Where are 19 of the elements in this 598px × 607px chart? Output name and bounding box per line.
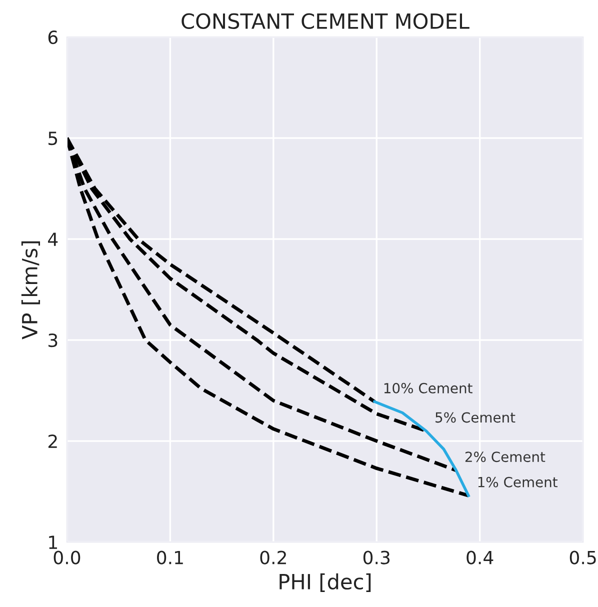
- series-label: 10% Cement: [384, 382, 472, 394]
- x-tick-label: 0.3: [363, 550, 390, 564]
- x-tick-label: 0.2: [260, 550, 286, 564]
- y-tick-label: 3: [48, 334, 58, 348]
- series-label: 2% Cement: [465, 452, 546, 462]
- series-label: 1% Cement: [478, 476, 558, 488]
- x-tick-label: 0.4: [466, 550, 494, 564]
- y-tick-label: 4: [48, 232, 58, 246]
- y-tick-label: 2: [48, 434, 57, 448]
- y-tick-label: 5: [48, 132, 58, 146]
- chart-title: CONSTANT CEMENT MODEL: [182, 13, 470, 29]
- x-tick-label: 0.5: [570, 550, 596, 564]
- y-tick-label: 6: [48, 30, 58, 44]
- x-axis-title: PHI [dec]: [280, 573, 371, 592]
- x-tick-label: 0.0: [54, 550, 80, 564]
- x-tick-label: 0.1: [157, 550, 183, 564]
- y-tick-label: 1: [49, 536, 57, 549]
- series-label: 5% Cement: [436, 412, 516, 423]
- y-axis-title: VP [km/s]: [21, 241, 40, 340]
